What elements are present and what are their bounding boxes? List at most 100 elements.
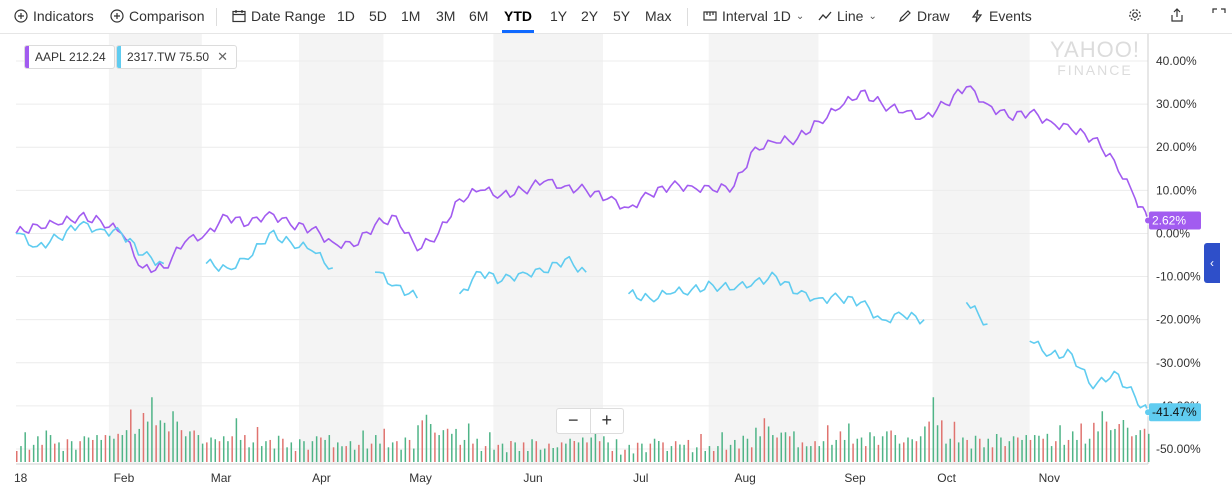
month-band [383,34,494,464]
month-band [603,34,709,464]
volume-bar [856,438,859,462]
volume-bar [197,435,200,462]
volume-bar [590,437,592,462]
volume-bar [362,430,364,462]
legend-2317tw[interactable]: 2317.TW 75.50 ✕ [116,45,237,69]
line-chart-icon [818,11,832,21]
volume-bar [155,425,157,462]
volume-bar [417,425,419,462]
volume-bar [966,439,968,462]
range-5y[interactable]: 5Y [613,8,631,24]
volume-bar [269,439,271,462]
volume-bar [96,435,98,462]
volume-bar [1038,435,1040,462]
volume-bar [531,439,533,462]
chart-toolbar: Indicators Comparison Date Range 1D 5D 1… [0,0,1232,34]
last-value-tag [1149,211,1201,230]
volume-bar [349,441,352,462]
volume-bar [552,448,554,462]
volume-bar [235,418,238,462]
volume-bar [172,411,174,462]
volume-bar [539,449,542,462]
volume-bar [130,409,132,462]
volume-bar [725,449,728,462]
draw-button[interactable]: Draw [898,8,950,24]
volume-bar [20,446,22,462]
range-6m[interactable]: 6M [469,8,489,24]
volume-bar [299,439,301,462]
volume-bar [117,433,119,462]
volume-bar [848,423,850,462]
volume-bar [742,435,745,462]
comparison-button[interactable]: Comparison [110,8,204,24]
chevron-left-icon[interactable]: ‹ [1204,243,1220,283]
volume-bar [227,441,229,462]
indicators-button[interactable]: Indicators [14,8,94,24]
volume-bar [1012,436,1015,462]
range-2y[interactable]: 2Y [581,8,599,24]
volume-bar [535,441,538,462]
volume-bar [822,441,825,462]
chart-type-label: Line [837,8,864,24]
zoom-control: − + [556,408,624,434]
range-ytd[interactable]: YTD [502,8,534,33]
volume-bar [1135,435,1137,462]
range-1y[interactable]: 1Y [550,8,568,24]
volume-bar [1017,437,1019,462]
comparison-chart[interactable]: 40.00% 30.00% 20.00% 10.00% 0.00% -10.00% -20.… [0,34,1232,500]
volume-bar [1059,425,1061,462]
share-icon [1171,8,1183,22]
volume-bar [594,420,597,462]
zoom-in-button[interactable]: + [601,410,612,430]
settings-button[interactable] [1128,8,1142,22]
zoom-out-button[interactable]: − [557,409,591,433]
volume-bar [1101,411,1104,462]
events-button[interactable]: Events [970,8,1032,24]
toolbar-divider [687,8,688,26]
range-5d[interactable]: 5D [369,8,387,24]
volume-bar [738,448,740,462]
legend-aapl[interactable]: AAPL 212.24 [24,45,115,69]
volume-bar [780,432,783,462]
volume-bar [201,443,204,462]
volume-bar [991,447,994,462]
close-icon[interactable]: ✕ [217,49,228,64]
volume-bar [898,443,901,462]
volume-bar [772,435,774,462]
volume-bar [421,420,423,462]
volume-bar [729,444,732,462]
volume-bar [1080,423,1082,462]
volume-bar [662,442,664,462]
range-max[interactable]: Max [645,8,672,24]
volume-bar [708,446,711,462]
fullscreen-button[interactable] [1212,8,1226,22]
y-tick-label: -30.00% [1156,356,1201,370]
volume-bar [658,441,660,462]
volume-bar [277,435,280,462]
watermark-main: YAHOO! [1050,37,1140,62]
volume-bar [497,444,500,462]
volume-bar [70,441,73,462]
range-1m[interactable]: 1M [401,8,421,24]
volume-bar [919,436,922,462]
share-button[interactable] [1170,8,1184,22]
volume-bar [307,449,309,462]
volume-bar [315,436,318,462]
y-tick-label: 20.00% [1156,140,1197,154]
volume-bar [831,444,833,462]
date-range-button[interactable]: Date Range [232,8,326,24]
interval-button[interactable]: Interval 1D ⌄ [703,8,804,24]
volume-bar [400,449,402,462]
chevron-down-icon: ⌄ [795,10,805,22]
volume-bar [459,444,462,462]
volume-bar [104,435,107,462]
volume-bar [408,439,411,462]
volume-bar [970,448,973,462]
lightning-icon [971,9,983,23]
volume-bar [518,450,521,462]
chart-type-button[interactable]: Line ⌄ [818,8,877,24]
range-3m[interactable]: 3M [436,8,456,24]
y-tick-label: -20.00% [1156,313,1201,327]
range-1d[interactable]: 1D [337,8,355,24]
volume-bar [1131,436,1133,462]
